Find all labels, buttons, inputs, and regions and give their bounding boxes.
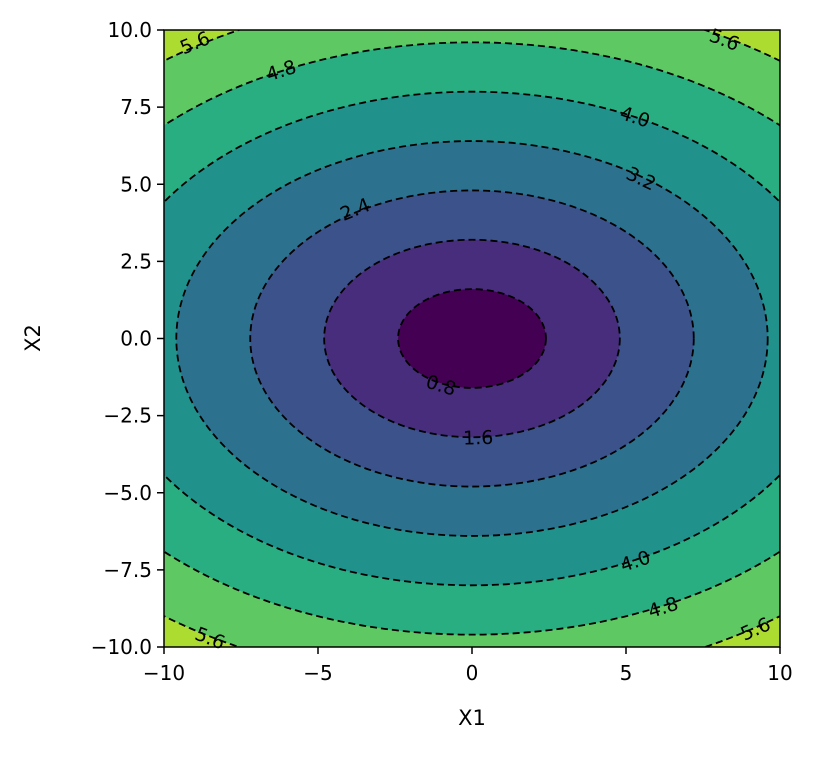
y-tick-label: −2.5 — [103, 404, 152, 428]
y-tick-label: 5.0 — [120, 172, 152, 196]
y-tick-label: 7.5 — [120, 95, 152, 119]
y-tick-label: 2.5 — [120, 249, 152, 273]
x-axis-title: X1 — [458, 706, 486, 730]
contour-line — [175, 140, 769, 537]
y-tick-label: −5.0 — [103, 481, 152, 505]
contour-line — [164, 90, 780, 587]
x-tick-label: 0 — [466, 661, 479, 685]
x-axis: −10 −5 0 5 10 — [143, 647, 793, 685]
y-tick-label: −7.5 — [103, 558, 152, 582]
x-tick-label: −5 — [303, 661, 332, 685]
contour-band — [398, 289, 546, 388]
contour-label-group: 1.6 — [463, 427, 494, 450]
contour-line — [323, 238, 621, 439]
contour-line — [397, 288, 547, 389]
y-axis-title: X2 — [21, 324, 45, 352]
contour-line — [249, 189, 695, 488]
x-tick-label: 10 — [767, 661, 792, 685]
y-axis: −10.0 −7.5 −5.0 −2.5 0.0 2.5 5.0 7.5 10.0 — [91, 18, 164, 659]
contour-line — [164, 41, 780, 636]
contour-label: 1.6 — [463, 427, 494, 450]
contour-lines — [164, 30, 780, 647]
x-tick-label: −10 — [143, 661, 185, 685]
x-tick-label: 5 — [620, 661, 633, 685]
y-tick-label: 10.0 — [107, 18, 152, 42]
y-tick-label: −10.0 — [91, 635, 152, 659]
y-tick-label: 0.0 — [120, 327, 152, 351]
